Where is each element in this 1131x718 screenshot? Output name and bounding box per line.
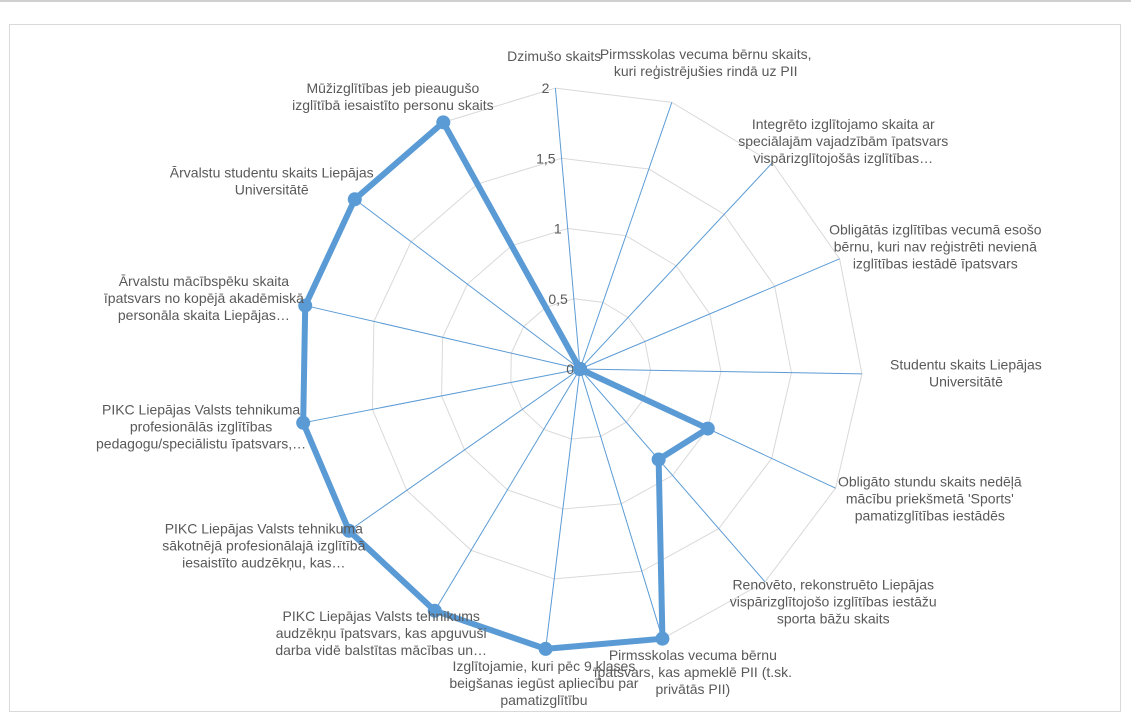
tick-label-layer: 0 0,5 1 1,5 2 (536, 80, 574, 377)
data-point (651, 452, 666, 467)
category-label: Obligāto stundu skaits nedēļā mācību prie… (838, 474, 1022, 524)
category-label: Studentu skaits Liepājas Universitātē (890, 356, 1042, 389)
category-label: Integrēto izglītojamo skaita ar speciālaj… (738, 116, 948, 166)
chart-area (9, 24, 1121, 712)
data-point (538, 641, 553, 656)
category-label: Izglītojamie, kuri pēc 9.klases beigšanas… (449, 658, 638, 708)
tick-label: 1 (554, 221, 562, 237)
axis-spoke (579, 368, 766, 583)
axis-spoke (579, 102, 673, 370)
series-line (300, 119, 711, 652)
category-label: Renovēto, rekonstruēto Liepājas vispārizg… (730, 576, 937, 626)
series-layer (296, 115, 715, 656)
data-point (573, 362, 587, 376)
axis-spoke (348, 368, 581, 532)
axis-spoke (579, 368, 862, 375)
axis-layer (303, 88, 862, 649)
axis-spoke (354, 198, 581, 370)
category-label: PIKC Liepājas Valsts tehnikums audzēkņu ī… (275, 608, 487, 658)
axis-spoke (579, 368, 663, 639)
axis-spoke (303, 368, 581, 424)
data-point (298, 298, 313, 313)
data-point (296, 415, 311, 430)
category-label: Pirmsskolas vecuma bērnu skaits, kuri reģ… (600, 46, 812, 79)
category-label: Obligātās izglītības vecumā esošo bērnu, … (829, 221, 1042, 271)
data-point (700, 421, 715, 436)
data-point (655, 631, 670, 646)
data-point (436, 115, 451, 130)
grid-ring (371, 157, 792, 580)
data-point (341, 523, 356, 538)
category-label: Dzimušo skaits (507, 48, 601, 64)
axis-spoke (434, 368, 581, 611)
category-label: PIKC Liepājas Valsts tehnikuma profesionā… (96, 402, 306, 452)
tick-label: 2 (542, 80, 550, 96)
axis-spoke (579, 162, 773, 370)
axis-spoke (579, 258, 840, 370)
axis-spoke (554, 88, 581, 370)
grid-ring (510, 298, 652, 440)
category-label: Ārvalstu studentu skaits Liepājas Univers… (170, 164, 374, 197)
category-label: Pirmsskolas vecuma bērnu īpatsvars, kas a… (594, 647, 792, 697)
category-label: PIKC Liepājas Valsts tehnikuma sākotnējā … (162, 520, 365, 570)
category-label: Ārvalstu mācībspēku skaita īpatsvars no k… (104, 273, 304, 323)
grid-ring (441, 228, 722, 510)
tick-label: 0,5 (548, 291, 568, 307)
tick-label: 0 (566, 361, 574, 377)
data-point (427, 603, 442, 618)
axis-spoke (545, 368, 581, 649)
tick-label: 1,5 (536, 150, 556, 166)
data-point (347, 192, 362, 207)
category-label: Mūžizglītības jeb pieaugušo izglītībā ies… (292, 80, 494, 113)
axis-spoke (305, 305, 581, 370)
